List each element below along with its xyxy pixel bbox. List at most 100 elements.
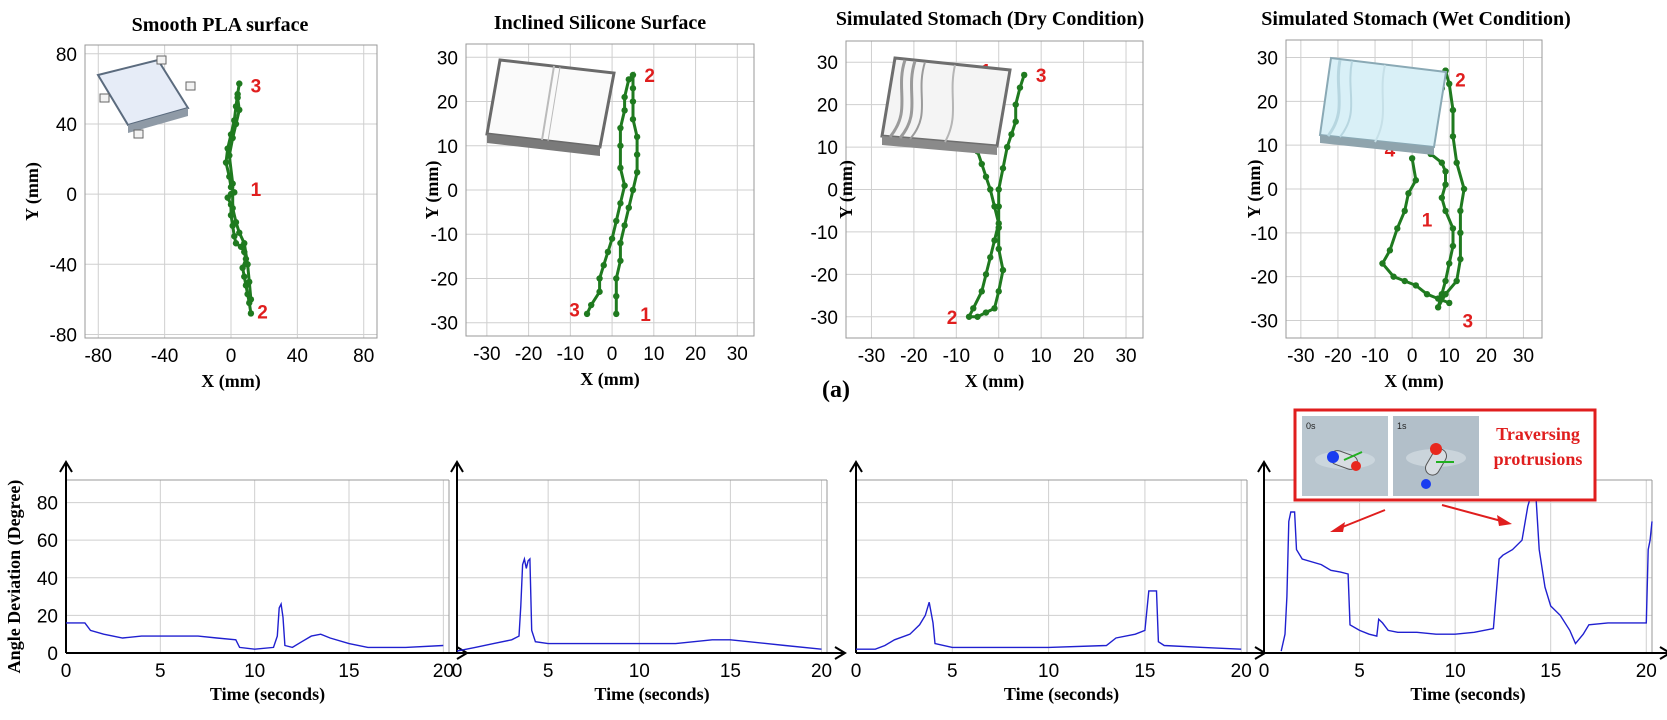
stomach-dry-xtick-label: 0 bbox=[993, 346, 1004, 367]
pla-surface-trajectory-point bbox=[229, 180, 236, 187]
pla-angle-angle-line bbox=[66, 601, 444, 650]
stomach-wet-trajectory-point bbox=[1412, 282, 1420, 289]
stomach-wet-ytick-label: 10 bbox=[1257, 136, 1278, 157]
capsule-icon-1s bbox=[1421, 443, 1454, 489]
stomach-wet-trajectory-point bbox=[1412, 177, 1420, 184]
stomach-wet-trajectory-point bbox=[1423, 290, 1431, 298]
stomach-wet-xlabel: X (mm) bbox=[1384, 371, 1443, 392]
pla-surface-marker-label-3: 3 bbox=[251, 76, 262, 97]
stomach-dry-trajectory-point bbox=[978, 288, 985, 295]
silicone-surface-trajectory-point bbox=[621, 182, 628, 189]
stomach-wet-trajectory-point bbox=[1390, 273, 1397, 280]
stomach-wet-angle-xlabel: Time (seconds) bbox=[1410, 684, 1525, 705]
stomach-dry-trajectory-point bbox=[999, 165, 1007, 172]
stomach-dry-trajectory-point bbox=[995, 245, 1002, 253]
silicone-surface-frame bbox=[465, 43, 755, 337]
silicone-surface-chart: 1 2 3 -30 -20 -10 0 10 20 30 -30 -20 -10 0 10 20 30 Incli… bbox=[422, 12, 755, 390]
silicone-surface-trajectory-point bbox=[613, 292, 620, 300]
silicone-angle-xtick-label: 10 bbox=[629, 661, 650, 682]
silicone-surface-ytick-label: 30 bbox=[437, 48, 458, 69]
stomach-wet-marker-label-4: 4 bbox=[1385, 141, 1396, 162]
stomach-wet-ytick-label: -20 bbox=[1251, 268, 1278, 289]
silicone-surface-trajectory-point bbox=[617, 257, 624, 264]
stomach-wet-xtick-label: -10 bbox=[1361, 346, 1388, 367]
stomach-wet-trajectory-point bbox=[1442, 181, 1449, 188]
pla-angle-ytick-label: 0 bbox=[47, 644, 58, 665]
stomach-wet-ytick-label: 0 bbox=[1267, 180, 1278, 201]
stomach-wet-trajectory-point bbox=[1408, 155, 1416, 162]
stomach-dry-ytick-label: 30 bbox=[817, 53, 838, 74]
stomach-dry-xtick-label: -20 bbox=[900, 346, 927, 367]
silicone-angle-x-axis-arrow bbox=[834, 646, 847, 660]
pla-surface-trajectory-point bbox=[234, 94, 241, 101]
stomach-wet-trajectory-point bbox=[1446, 299, 1453, 307]
stomach-dry-frame bbox=[845, 40, 1144, 339]
stomach-wet-trajectory-point bbox=[1449, 242, 1457, 250]
stomach-wet-trajectory-point bbox=[1453, 277, 1460, 285]
pla-surface-trajectory-point bbox=[241, 273, 248, 280]
stomach-dry-angle-xtick-label: 10 bbox=[1038, 661, 1059, 682]
silicone-surface-trajectory-point bbox=[633, 151, 641, 158]
stomach-dry-trajectory-point bbox=[1016, 84, 1024, 91]
stomach-dry-angle-angle-line bbox=[856, 590, 1242, 650]
silicone-angle-angle-line bbox=[456, 556, 822, 652]
silicone-surface-title: Inclined Silicone Surface bbox=[494, 12, 706, 34]
stomach-dry-angle-xtick-label: 15 bbox=[1134, 661, 1155, 682]
pla-angle-xtick-label: 15 bbox=[338, 661, 359, 682]
silicone-surface-xtick-label: 20 bbox=[685, 344, 706, 365]
stomach-dry-ytick-label: 20 bbox=[817, 96, 838, 117]
stomach-dry-trajectory-point bbox=[978, 160, 985, 168]
silicone-surface-ytick-label: -30 bbox=[431, 314, 458, 335]
stomach-dry-trajectory-point bbox=[991, 237, 998, 244]
stomach-dry-angle-chart: 0 5 10 15 20 Time (seconds) bbox=[849, 460, 1267, 705]
stomach-wet-marker-label-2: 2 bbox=[1455, 70, 1466, 91]
stomach-dry-ytick-label: 10 bbox=[817, 138, 838, 159]
silicone-surface-trajectory-point bbox=[629, 186, 637, 194]
silicone-surface-trajectory-point bbox=[617, 124, 624, 132]
stomach-dry-ytick-label: -30 bbox=[811, 308, 838, 329]
stomach-dry-xtick-label: 10 bbox=[1031, 346, 1052, 367]
pla-surface-chart: 1 2 3 -80 -40 0 40 80 -80 -40 0 40 80 Smooth PLA surf… bbox=[22, 14, 378, 392]
stomach-dry-trajectory-point bbox=[1012, 118, 1019, 125]
silicone-surface-ytick-label: 10 bbox=[437, 137, 458, 158]
pla-surface-trajectory-point bbox=[246, 278, 253, 286]
pla-surface-xtick-label: 0 bbox=[226, 346, 237, 367]
stomach-dry-title: Simulated Stomach (Dry Condition) bbox=[836, 8, 1144, 30]
pla-surface-trajectory-point bbox=[236, 80, 243, 87]
silicone-surface-trajectory-point bbox=[621, 107, 628, 114]
pla-surface-trajectory-point bbox=[247, 310, 255, 317]
stomach-wet-trajectory-point bbox=[1446, 80, 1453, 88]
stomach-dry-angle-xtick-label: 20 bbox=[1231, 661, 1252, 682]
silicone-surface-trajectory-point bbox=[604, 248, 612, 256]
stomach-wet-trajectory-point bbox=[1442, 277, 1449, 285]
stomach-dry-marker-label-2: 2 bbox=[947, 308, 958, 329]
stomach-dry-marker-label-3: 3 bbox=[1036, 66, 1047, 87]
stomach-wet-angle-x-axis-arrow bbox=[1659, 646, 1667, 660]
stomach-dry-ytick-label: 0 bbox=[827, 181, 838, 202]
pla-angle-xlabel: Time (seconds) bbox=[210, 684, 325, 705]
stomach-dry-trajectory-point bbox=[1004, 143, 1011, 151]
stomach-dry-trajectory-point bbox=[995, 288, 1002, 295]
silicone-angle-xlabel: Time (seconds) bbox=[594, 684, 709, 705]
silicone-angle-chart: 0 5 10 15 20 Time (seconds) bbox=[450, 460, 847, 705]
silicone-surface-trajectory-point bbox=[617, 164, 624, 172]
silicone-surface-trajectory-point bbox=[583, 310, 591, 318]
stomach-wet-trajectory-point bbox=[1449, 225, 1457, 232]
pla-angle-ylabel: Angle Deviation (Degree) bbox=[4, 480, 25, 674]
stomach-wet-trajectory-point bbox=[1394, 225, 1401, 232]
silicone-surface-trajectory-point bbox=[617, 200, 624, 207]
silicone-surface-trajectory-point bbox=[600, 262, 607, 269]
pla-surface-xtick-label: 40 bbox=[287, 346, 308, 367]
silicone-angle-xtick-label: 15 bbox=[720, 661, 741, 682]
stomach-wet-xtick-label: 0 bbox=[1407, 346, 1418, 367]
silicone-surface-ytick-label: 0 bbox=[447, 181, 458, 202]
stomach-wet-ytick-label: -10 bbox=[1251, 224, 1278, 245]
pla-surface-ytick-label: -40 bbox=[50, 255, 77, 276]
silicone-surface-marker-label-3: 3 bbox=[569, 300, 580, 321]
pla-surface-marker-label-2: 2 bbox=[257, 303, 268, 324]
pla-surface-xlabel: X (mm) bbox=[201, 371, 260, 392]
pla-angle-ytick-label: 20 bbox=[37, 606, 58, 627]
silicone-surface-xtick-label: -30 bbox=[473, 344, 500, 365]
stomach-wet-trajectory-point bbox=[1438, 159, 1446, 166]
stomach-dry-trajectory-point bbox=[970, 305, 977, 312]
